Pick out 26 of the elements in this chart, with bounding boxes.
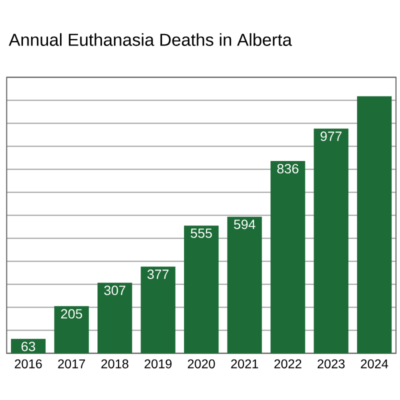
bar	[54, 306, 89, 354]
bar	[98, 282, 132, 354]
x-tick-label: 2022	[274, 359, 302, 368]
bar	[357, 96, 392, 354]
x-tick-label: 2023	[318, 359, 345, 368]
data-label: 377	[147, 270, 169, 279]
x-tick-label: 2020	[188, 359, 215, 368]
data-label: 555	[190, 228, 212, 238]
bar	[227, 216, 262, 354]
chart-title: Annual Euthanasia Deaths in Alberta	[8, 33, 292, 46]
data-label: 205	[61, 309, 82, 319]
data-label: 836	[277, 164, 298, 174]
x-tick-label: 2021	[231, 359, 258, 368]
data-label: 594	[234, 220, 256, 230]
data-label: 977	[320, 132, 342, 141]
x-tick-label: 2024	[360, 359, 388, 368]
bar	[314, 128, 348, 354]
data-label: 63	[22, 342, 36, 352]
x-tick-label: 2019	[144, 359, 172, 368]
x-tick-label: 2017	[58, 359, 86, 368]
data-label: 307	[104, 286, 126, 296]
bar	[140, 266, 176, 354]
x-tick-label: 2018	[101, 359, 128, 368]
bar	[270, 161, 306, 354]
bar	[184, 226, 219, 354]
x-tick-label: 2016	[14, 359, 42, 368]
